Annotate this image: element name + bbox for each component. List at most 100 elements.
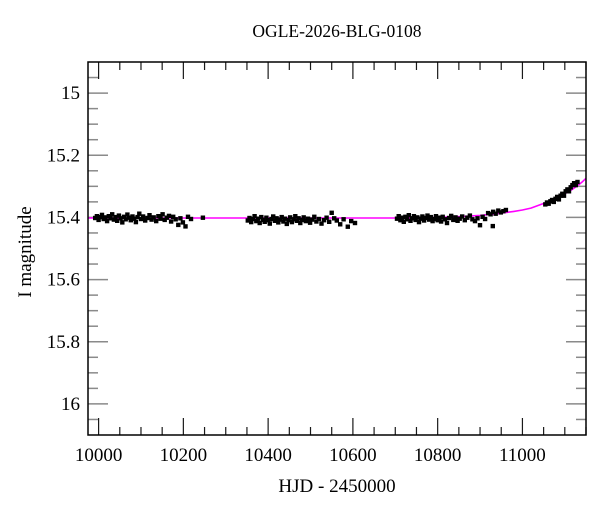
photometry-point	[252, 214, 257, 219]
photometry-point	[457, 216, 462, 221]
photometry-point	[145, 215, 150, 221]
photometry-point	[185, 214, 191, 219]
photometry-point	[411, 214, 417, 219]
photometry-point	[316, 216, 322, 222]
photometry-point	[108, 216, 113, 221]
x-tick-label: 11000	[499, 445, 546, 466]
plot-frame	[87, 61, 587, 436]
y-tick-label: 15.4	[47, 207, 81, 228]
photometry-point	[282, 216, 288, 221]
photometry-point	[110, 212, 115, 217]
plot-area: 10000 10200 10400 10600 10800 11000 15 15.2 15.4…	[47, 61, 587, 466]
photometry-point	[301, 215, 306, 220]
photometry-point	[138, 216, 144, 222]
photometry-point	[345, 224, 350, 229]
photometry-point	[427, 217, 432, 222]
photometry-point	[437, 215, 442, 220]
photometry-point	[396, 214, 401, 219]
photometry-point	[294, 218, 300, 223]
photometry-point	[449, 213, 454, 219]
photometry-point	[293, 214, 298, 219]
photometry-point	[488, 212, 493, 217]
photometry-point	[118, 216, 123, 221]
photometry-point	[546, 201, 551, 206]
photometry-point	[332, 216, 337, 221]
photometry-point	[254, 218, 259, 224]
photometry-point	[477, 223, 483, 228]
photometry-point	[272, 218, 278, 223]
photometry-point	[178, 216, 183, 221]
photometry-point	[160, 212, 165, 217]
photometry-point	[465, 215, 470, 220]
photometry-point	[288, 215, 293, 220]
photometry-point	[123, 217, 128, 222]
x-axis-label: HJD - 2450000	[278, 476, 395, 497]
photometry-point	[121, 214, 127, 219]
photometry-point	[312, 214, 317, 219]
photometry-point	[125, 212, 130, 217]
photometry-point	[103, 215, 108, 220]
x-tick-label: 10800	[414, 445, 462, 466]
photometry-point	[406, 213, 411, 218]
photometry-point	[247, 215, 252, 221]
photometry-point	[498, 210, 503, 215]
photometry-point	[274, 216, 279, 221]
photometry-point	[444, 220, 450, 226]
photometry-point	[257, 220, 262, 226]
photometry-point	[482, 216, 488, 222]
photometry-point	[349, 218, 354, 224]
photometry-point	[111, 217, 117, 222]
photometry-point	[314, 219, 319, 224]
photometry-point	[341, 217, 346, 222]
photometry-point	[271, 214, 276, 219]
photometry-point	[470, 217, 475, 222]
photometry-point	[289, 219, 295, 225]
photometry-point	[425, 213, 430, 218]
photometry-point	[173, 217, 178, 222]
chart-title: OGLE-2026-BLG-0108	[252, 21, 421, 41]
photometry-point	[156, 214, 161, 219]
photometry-point	[399, 215, 405, 220]
photometry-point	[420, 214, 425, 219]
photometry-point	[403, 214, 408, 219]
photometry-point	[404, 217, 410, 222]
photometry-point	[501, 209, 506, 214]
photometry-point	[493, 211, 498, 216]
photometry-point	[286, 218, 291, 223]
photometry-point	[183, 224, 188, 229]
photometry-point	[249, 219, 254, 225]
x-tick-label: 10400	[244, 445, 292, 466]
photometry-point	[555, 194, 560, 200]
photometry-point	[305, 216, 311, 221]
y-axis-label: I magnitude	[15, 206, 36, 297]
photometry-point	[566, 189, 572, 194]
photometry-point	[575, 179, 580, 185]
photometry-point	[168, 219, 174, 224]
photometry-point	[394, 216, 400, 221]
photometry-point	[303, 218, 308, 224]
photometry-point	[120, 220, 125, 225]
photometry-point	[413, 217, 418, 223]
photometry-point	[496, 208, 501, 213]
x-tick-label: 10000	[75, 445, 123, 466]
photometry-point	[568, 185, 573, 190]
photometry-point	[281, 219, 286, 224]
photometry-point	[329, 210, 334, 215]
photometry-point	[113, 214, 118, 220]
photometry-point	[319, 221, 324, 226]
photometry-point	[321, 218, 327, 223]
photometry-point	[480, 214, 485, 219]
photometry-point	[133, 219, 139, 225]
photometry-point	[298, 220, 303, 226]
photometry-point	[327, 219, 332, 224]
photometry-point	[99, 212, 105, 218]
photometry-point	[307, 220, 313, 225]
photometry-point	[415, 215, 420, 220]
y-tick-label: 15.8	[47, 332, 80, 353]
photometry-point	[267, 221, 272, 226]
photometry-point	[475, 216, 480, 221]
photometry-point	[154, 218, 159, 224]
photometry-point	[255, 216, 261, 221]
photometry-point	[556, 197, 562, 202]
